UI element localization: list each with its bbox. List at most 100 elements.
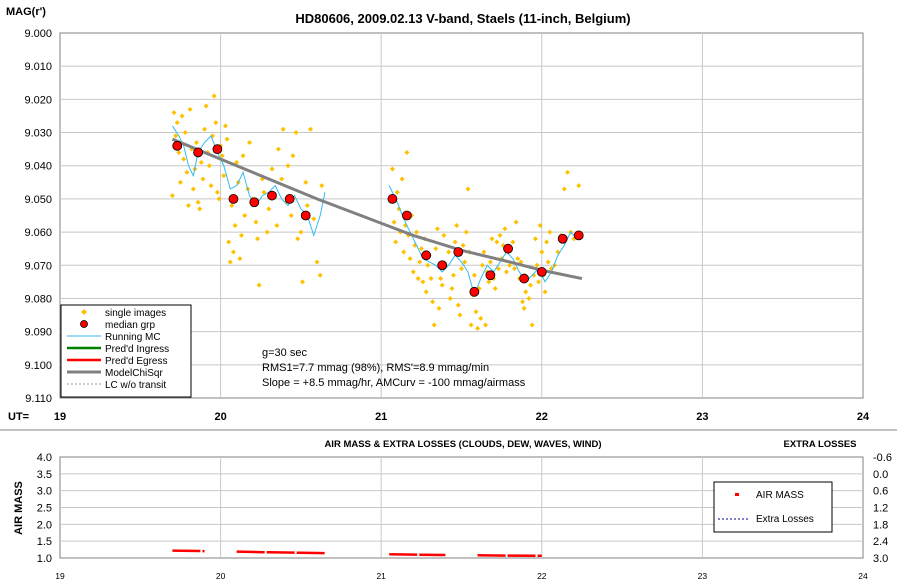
single-image-point (181, 156, 187, 162)
single-image-point (487, 259, 493, 265)
single-image-point (198, 159, 204, 165)
median-group-point (212, 144, 223, 155)
air-mass-legend-box (713, 481, 833, 533)
legend-air-mass-label: AIR MASS (756, 490, 804, 501)
single-image-point (521, 305, 527, 311)
single-image-point (303, 179, 309, 185)
single-image-point (190, 186, 196, 192)
single-image-point (420, 279, 426, 285)
single-image-point (423, 289, 429, 295)
single-image-point (279, 176, 285, 182)
legend-marker (80, 320, 88, 328)
single-image-point (389, 166, 395, 172)
single-image-point (439, 282, 445, 288)
single-image-point (261, 189, 267, 195)
single-image-point (430, 299, 436, 305)
legend-marker (81, 309, 87, 315)
air-mass-line (172, 549, 205, 553)
single-image-point (264, 229, 270, 235)
single-image-point (431, 322, 437, 328)
single-image-point (455, 302, 461, 308)
y-tick-label: 9.060 (24, 227, 52, 239)
extra-losses-tick-label: -0.6 (873, 452, 892, 464)
air-mass-x-tick-label: 24 (858, 571, 868, 581)
single-image-point (274, 222, 280, 228)
air-mass-line (236, 550, 326, 555)
single-image-point (203, 103, 209, 109)
median-group-point (573, 230, 584, 241)
single-image-point (468, 322, 474, 328)
plot-area (59, 32, 864, 399)
single-image-point (414, 229, 420, 235)
single-image-point (394, 189, 400, 195)
single-image-point (304, 203, 310, 209)
air-mass-title: AIR MASS & EXTRA LOSSES (CLOUDS, DEW, WA… (324, 439, 601, 450)
y-tick-label: 9.080 (24, 293, 52, 305)
single-image-point (232, 222, 238, 228)
single-image-point (513, 219, 519, 225)
single-image-point (290, 153, 296, 159)
single-image-point (536, 279, 542, 285)
single-image-point (418, 246, 424, 252)
single-image-point (308, 126, 314, 132)
single-image-point (174, 120, 180, 126)
air-mass-tick-label: 1.5 (37, 536, 52, 548)
air-mass-chart: AIR MASS & EXTRA LOSSES (CLOUDS, DEW, WA… (13, 439, 892, 581)
single-image-point (295, 236, 301, 242)
median-group-point (485, 270, 496, 281)
single-image-point (447, 295, 453, 301)
air-mass-x-tick-label: 20 (216, 571, 226, 581)
single-image-point (208, 183, 214, 189)
air-mass-y-label: AIR MASS (13, 481, 25, 535)
y-tick-label: 9.100 (24, 360, 52, 372)
y-tick-label: 9.110 (25, 393, 52, 405)
air-mass-tick-label: 4.0 (37, 452, 52, 464)
extra-losses-tick-labels: 3.0 2.4 1.8 1.2 0.6 0.0 -0.6 (873, 452, 892, 565)
single-image-point (216, 196, 222, 202)
single-image-point (436, 305, 442, 311)
single-image-point (240, 153, 246, 159)
single-image-point (224, 136, 230, 142)
single-image-point (410, 269, 416, 275)
air-mass-x-tick-labels: 19 20 21 22 23 24 (55, 571, 868, 581)
single-image-point (547, 229, 553, 235)
single-image-point (544, 239, 550, 245)
single-image-point (539, 249, 545, 255)
single-image-point (206, 163, 212, 169)
median-group-point (469, 286, 480, 297)
extra-losses-title: EXTRA LOSSES (783, 439, 856, 450)
x-tick-label: 19 (54, 411, 66, 423)
single-image-point (510, 239, 516, 245)
annotation-slope: Slope = +8.5 mmag/hr, AMCurv = -100 mmag… (262, 377, 526, 389)
single-image-point (242, 213, 248, 218)
extra-losses-tick-label: 1.2 (873, 503, 888, 515)
legend-label: median grp (105, 320, 155, 331)
single-image-point (177, 179, 183, 185)
single-image-point (457, 312, 463, 318)
single-image-point (184, 169, 190, 175)
median-group-point (193, 147, 204, 158)
median-group-point (421, 250, 432, 261)
single-image-point (483, 322, 489, 328)
median-group-point (387, 194, 398, 204)
single-image-point (528, 282, 534, 288)
extra-losses-tick-label: 2.4 (873, 536, 888, 548)
single-image-point (285, 163, 291, 169)
single-image-point (173, 133, 179, 139)
single-image-point (497, 232, 503, 238)
single-image-point (495, 266, 501, 272)
single-image-point (537, 222, 543, 228)
x-tick-label: 24 (857, 411, 870, 423)
single-image-point (534, 262, 540, 268)
single-image-point (564, 169, 570, 175)
single-image-point (462, 259, 468, 265)
single-image-point (179, 113, 185, 119)
extra-losses-tick-label: 3.0 (873, 553, 888, 565)
y-tick-label: 9.020 (24, 94, 52, 106)
legend-box (60, 304, 192, 398)
single-image-point (230, 249, 236, 255)
single-image-point (404, 149, 410, 155)
single-image-point (275, 146, 281, 152)
